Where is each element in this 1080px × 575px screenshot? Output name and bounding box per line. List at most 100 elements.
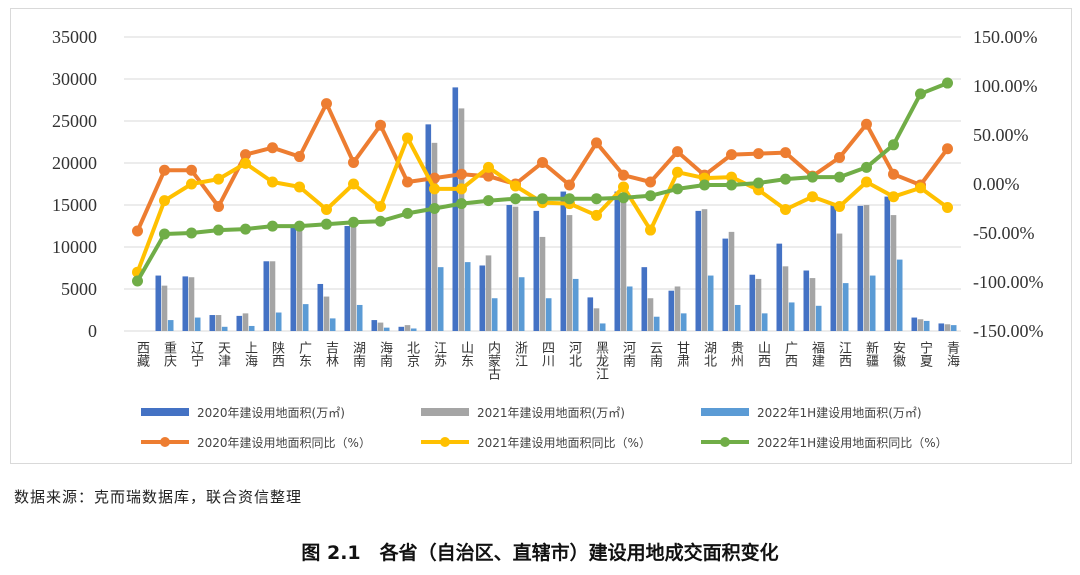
series-point-3	[483, 195, 494, 207]
series-point-3	[537, 193, 548, 205]
series-point-1	[267, 142, 278, 154]
series-point-2	[456, 183, 467, 195]
series-point-2	[348, 178, 359, 190]
bar-3	[734, 304, 741, 331]
legend-label: 2021年建设用地面积同比（%）	[477, 436, 651, 450]
series-point-1	[483, 170, 494, 182]
series-point-2	[240, 157, 251, 169]
series-point-3	[753, 177, 764, 189]
x-category-label: 天津	[215, 341, 231, 367]
series-point-1	[348, 156, 359, 168]
series-point-2	[591, 209, 602, 221]
series-point-3	[699, 179, 710, 191]
series-point-2	[942, 202, 953, 214]
series-point-2	[726, 171, 737, 183]
y-right-tick-label: 50.00%	[973, 125, 1029, 145]
series-point-1	[321, 98, 332, 110]
series-point-1	[294, 151, 305, 163]
bar-1	[371, 320, 378, 331]
series-point-1	[240, 149, 251, 161]
y-right-tick-label: 100.00%	[973, 76, 1038, 96]
series-point-1	[537, 156, 548, 168]
bar-2	[593, 308, 600, 331]
x-category-label: 安徽	[890, 341, 906, 367]
bar-1	[182, 276, 189, 331]
series-point-2	[267, 176, 278, 188]
series-point-1	[591, 137, 602, 149]
x-category-label: 甘肃	[674, 341, 690, 367]
x-category-label: 广西	[782, 341, 798, 367]
series-point-1	[618, 169, 629, 181]
series-point-3	[861, 161, 872, 173]
bar-3	[248, 325, 255, 331]
bar-3	[491, 298, 498, 331]
bar-2	[323, 296, 330, 331]
series-point-2	[645, 224, 656, 236]
series-point-3	[294, 220, 305, 232]
series-point-1	[726, 149, 737, 161]
legend-swatch	[701, 408, 749, 416]
series-point-3	[834, 171, 845, 183]
legend-label: 2020年建设用地面积同比（%）	[197, 436, 371, 450]
bar-3	[815, 305, 822, 331]
series-point-2	[186, 178, 197, 190]
bar-1	[803, 270, 810, 331]
bar-2	[647, 298, 654, 331]
bar-3	[653, 316, 660, 331]
bar-3	[896, 259, 903, 331]
x-category-label: 云南	[647, 341, 663, 367]
series-point-3	[672, 183, 683, 195]
bar-3	[707, 275, 714, 331]
series-point-2	[861, 176, 872, 188]
bar-2	[215, 315, 222, 331]
bar-3	[869, 275, 876, 331]
series-point-3	[942, 77, 953, 89]
series-point-3	[564, 193, 575, 205]
x-category-label: 重庆	[161, 340, 177, 367]
bar-3	[518, 277, 525, 331]
series-point-2	[888, 191, 899, 203]
x-category-label: 四川	[539, 341, 555, 367]
bar-2	[917, 319, 924, 331]
bar-1	[857, 205, 864, 331]
y-left-tick-label: 15000	[52, 195, 97, 215]
bar-1	[776, 243, 783, 331]
x-category-label: 吉林	[323, 341, 339, 367]
series-point-3	[456, 198, 467, 210]
series-point-3	[186, 227, 197, 239]
series-point-3	[645, 190, 656, 202]
series-point-1	[780, 147, 791, 159]
series-point-1	[942, 143, 953, 155]
series-point-2	[915, 182, 926, 194]
y-right-tick-label: 0.00%	[973, 174, 1020, 194]
y-left-tick-label: 0	[88, 321, 97, 341]
bar-2	[404, 325, 411, 331]
series-point-3	[240, 223, 251, 235]
series-point-3	[132, 275, 143, 287]
bar-3	[410, 328, 417, 331]
bar-3	[167, 320, 174, 331]
bar-2	[782, 266, 789, 331]
series-point-3	[348, 216, 359, 228]
bar-2	[188, 277, 195, 331]
y-left-tick-label: 10000	[52, 237, 97, 257]
bar-1	[911, 317, 918, 331]
bar-2	[512, 206, 519, 331]
series-point-2	[510, 180, 521, 192]
bar-2	[458, 108, 465, 332]
series-point-1	[186, 164, 197, 176]
bar-3	[464, 262, 471, 331]
series-point-2	[294, 181, 305, 193]
series-point-1	[888, 168, 899, 180]
x-category-label: 黑龙江	[593, 341, 609, 380]
bar-3	[923, 320, 930, 331]
bar-2	[863, 205, 870, 331]
y-left-tick-label: 20000	[52, 153, 97, 173]
bar-1	[344, 226, 351, 331]
series-point-2	[483, 161, 494, 173]
series-point-3	[159, 228, 170, 240]
series-point-3	[726, 179, 737, 191]
bar-1	[749, 274, 756, 331]
y-right-tick-label: -100.00%	[973, 272, 1044, 292]
source-note: 数据来源：克而瑞数据库，联合资信整理	[14, 488, 303, 506]
